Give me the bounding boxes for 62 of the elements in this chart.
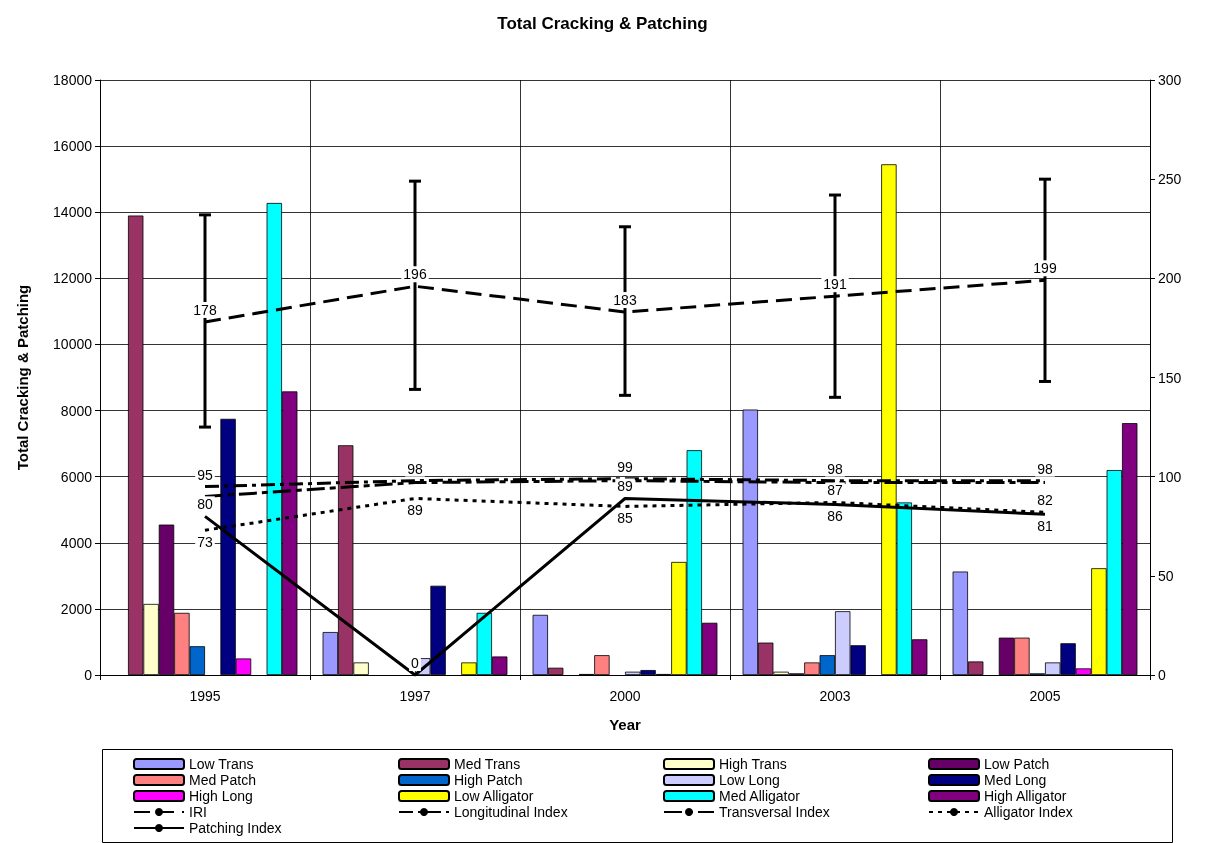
legend-label: Low Alligator (454, 788, 534, 804)
data-label: 86 (827, 508, 843, 525)
data-label: 82 (1037, 492, 1053, 509)
x-tick-label: 2005 (1029, 688, 1061, 704)
data-label: 81 (1037, 518, 1053, 535)
data-label: 178 (193, 301, 217, 318)
legend-label: High Patch (454, 772, 523, 788)
data-label: 89 (617, 478, 633, 495)
data-label: 98 (827, 460, 843, 477)
y2-tick-label: 0 (1158, 667, 1166, 683)
y2-tick-label: 300 (1158, 72, 1182, 88)
legend-label: Med Long (984, 772, 1047, 788)
y-tick-label: 10000 (53, 336, 93, 353)
x-tick-label: 1995 (189, 688, 221, 704)
y2-tick-label: 150 (1158, 369, 1182, 386)
legend-label: Med Alligator (719, 788, 801, 804)
legend-label: High Alligator (984, 788, 1067, 804)
y-tick-label: 4000 (60, 534, 93, 551)
legend-label: Low Patch (984, 756, 1050, 772)
data-label: 0 (411, 655, 420, 671)
data-label: 196 (403, 266, 427, 283)
y-tick-label: 8000 (60, 402, 93, 419)
x-tick-label: 2003 (819, 688, 851, 704)
legend-label: Patching Index (189, 820, 282, 836)
y-tick-label: 0 (84, 667, 93, 683)
y-tick-label: 6000 (60, 468, 93, 485)
y2-tick-label: 200 (1158, 270, 1182, 287)
y-tick-label: 16000 (53, 138, 93, 155)
legend-label: Med Trans (454, 756, 521, 772)
data-label: 87 (827, 482, 843, 499)
y-tick-label: 12000 (53, 270, 93, 287)
y2-tick-label: 50 (1158, 567, 1174, 584)
legend-label: Longitudinal Index (454, 804, 568, 820)
legend-label: Med Patch (189, 772, 256, 788)
y2-tick-label: 250 (1158, 171, 1182, 188)
legend-label: High Trans (719, 756, 787, 772)
legend-label: Alligator Index (984, 804, 1073, 820)
y-tick-label: 18000 (53, 72, 93, 88)
data-label: 98 (407, 460, 423, 477)
data-label: 80 (197, 496, 213, 513)
x-tick-label: 1997 (399, 688, 431, 704)
data-label: 85 (617, 510, 633, 527)
data-label: 95 (197, 466, 213, 483)
y2-tick-label: 100 (1158, 468, 1182, 485)
data-label: 199 (1033, 260, 1057, 277)
y-tick-label: 14000 (53, 204, 93, 221)
y-axis-title: Total Cracking & Patching (14, 284, 31, 471)
x-axis-title: Year (609, 716, 642, 733)
data-label: 183 (613, 292, 637, 309)
legend-label: IRI (189, 804, 207, 820)
legend-label: High Long (189, 788, 253, 804)
data-label: 99 (617, 458, 633, 475)
chart-title: Total Cracking & Patching (497, 14, 708, 33)
legend-label: Transversal Index (719, 804, 830, 820)
data-label: 191 (823, 276, 847, 293)
y-tick-label: 2000 (60, 600, 93, 617)
data-label: 89 (407, 502, 423, 519)
data-label: 73 (197, 534, 213, 551)
data-label: 98 (1037, 460, 1053, 477)
x-tick-label: 2000 (609, 688, 641, 704)
legend-label: Low Trans (189, 756, 254, 772)
legend-label: Low Long (719, 772, 780, 788)
